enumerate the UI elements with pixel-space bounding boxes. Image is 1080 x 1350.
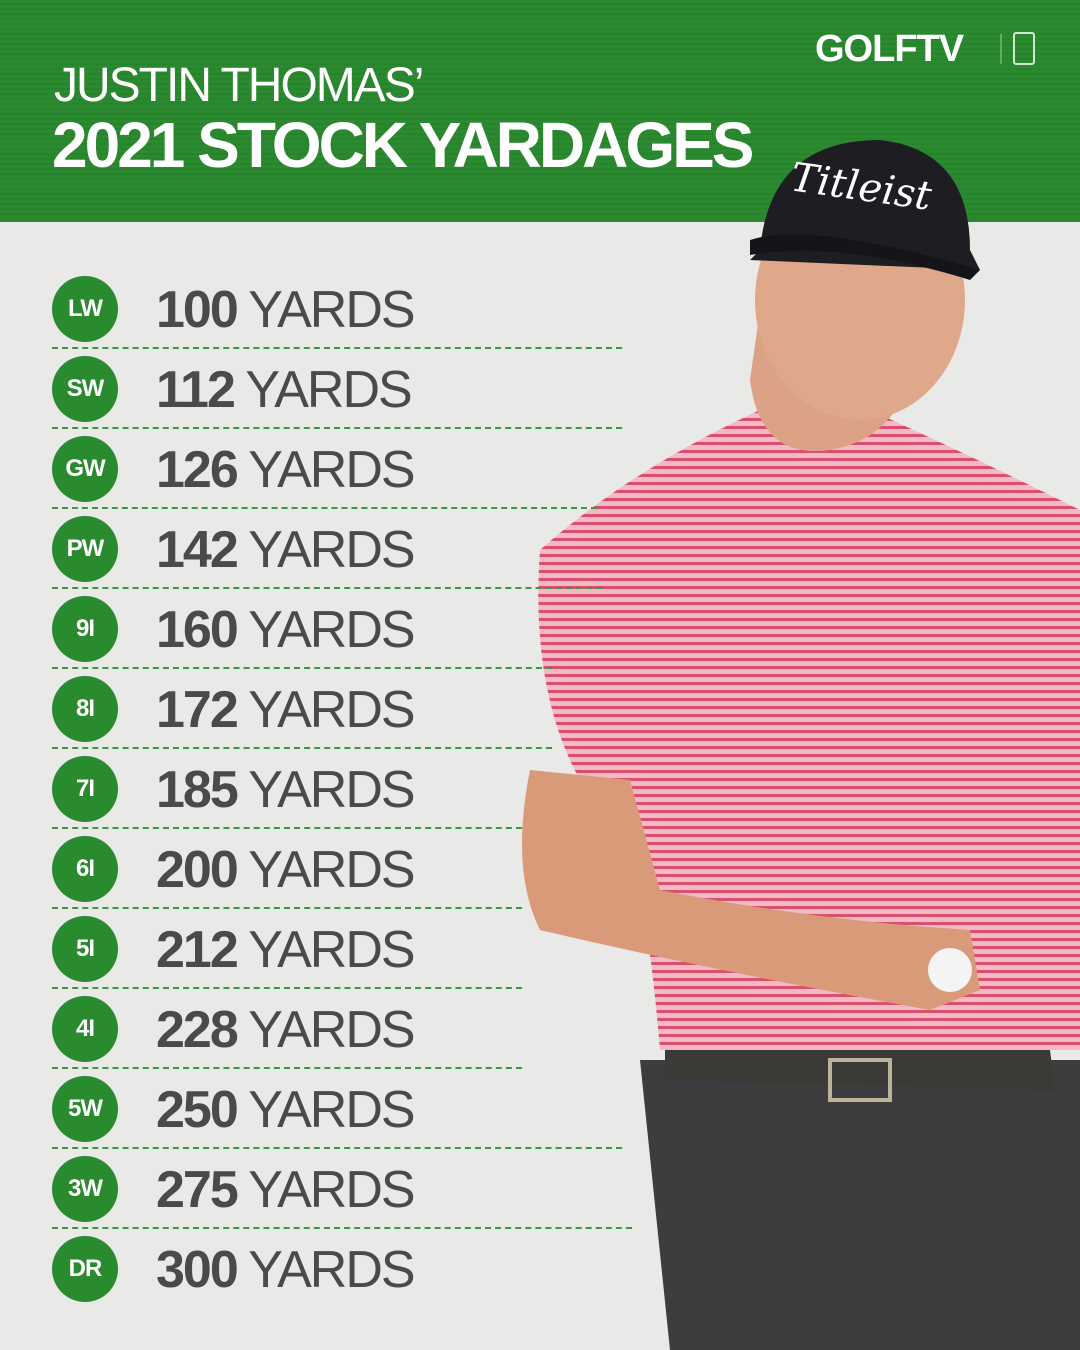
golftv-logo: GOLFTV [815,28,964,70]
row-divider [52,427,622,429]
yardage-unit: YARDS [248,521,415,579]
yardage-unit: YARDS [248,1081,415,1139]
yardage-row: 4I 228 YARDS [52,990,652,1070]
club-badge: 5I [52,916,118,982]
yardage-value: 275 [156,1161,239,1219]
row-divider [52,587,602,589]
yardage-unit: YARDS [245,361,412,419]
yardage-row: 3W 275 YARDS [52,1150,652,1230]
yardage-value: 112 [156,361,236,419]
yardage-text: 172 YARDS [156,680,416,740]
club-badge: LW [52,276,118,342]
club-badge: 5W [52,1076,118,1142]
yardage-value: 300 [156,1241,239,1299]
yardage-value: 185 [156,761,239,819]
title-line1: JUSTIN THOMAS’ [54,59,424,112]
yardage-value: 100 [156,281,239,339]
yardage-value: 160 [156,601,239,659]
yardage-value: 250 [156,1081,239,1139]
yardage-value: 126 [156,441,239,499]
row-divider [52,907,522,909]
yardage-text: 160 YARDS [156,600,416,660]
yardage-unit: YARDS [248,841,415,899]
yardage-unit: YARDS [248,281,415,339]
row-divider [52,1227,632,1229]
row-divider [52,827,522,829]
yardage-text: 142 YARDS [156,520,416,580]
yardage-value: 172 [156,681,239,739]
yardage-row: 9I 160 YARDS [52,590,652,670]
club-badge: SW [52,356,118,422]
club-badge: 4I [52,996,118,1062]
yardage-row: 7I 185 YARDS [52,750,652,830]
yardage-row: SW 112 YARDS [52,350,652,430]
row-divider [52,347,622,349]
yardage-row: 5W 250 YARDS [52,1070,652,1150]
club-badge: DR [52,1236,118,1302]
club-badge: 3W [52,1156,118,1222]
yardage-unit: YARDS [248,441,415,499]
pga-tour-logo-icon [1013,32,1035,65]
yardage-value: 228 [156,1001,239,1059]
yardage-unit: YARDS [248,1161,415,1219]
yardage-row: 8I 172 YARDS [52,670,652,750]
yardage-unit: YARDS [248,1241,415,1299]
yardage-unit: YARDS [248,921,415,979]
yardage-text: 212 YARDS [156,920,416,980]
yardage-text: 200 YARDS [156,840,416,900]
club-badge: PW [52,516,118,582]
yardage-value: 142 [156,521,239,579]
yardage-text: 185 YARDS [156,760,416,820]
yardage-row: 5I 212 YARDS [52,910,652,990]
yardage-unit: YARDS [248,761,415,819]
club-badge: GW [52,436,118,502]
yardage-row: LW 100 YARDS [52,270,652,350]
yardage-unit: YARDS [248,1001,415,1059]
yardage-value: 200 [156,841,239,899]
yardage-text: 126 YARDS [156,440,416,500]
row-divider [52,1067,522,1069]
yardage-row: 6I 200 YARDS [52,830,652,910]
yardage-row: PW 142 YARDS [52,510,652,590]
player-photo: Titleist [510,130,1080,1350]
yardage-text: 300 YARDS [156,1240,416,1300]
yardage-text: 100 YARDS [156,280,416,340]
yardage-text: 228 YARDS [156,1000,416,1060]
yardage-unit: YARDS [248,681,415,739]
club-badge: 7I [52,756,118,822]
row-divider [52,667,552,669]
row-divider [52,1147,622,1149]
row-divider [52,747,552,749]
yardage-row: DR 300 YARDS [52,1230,652,1310]
yardage-unit: YARDS [248,601,415,659]
header-banner: JUSTIN THOMAS’ 2021 STOCK YARDAGES GOLFT… [0,0,1080,222]
club-badge: 6I [52,836,118,902]
club-badge: 9I [52,596,118,662]
row-divider [52,987,522,989]
yardage-text: 112 YARDS [156,360,413,420]
yardage-text: 275 YARDS [156,1160,416,1220]
yardage-value: 212 [156,921,239,979]
row-divider [52,507,597,509]
club-badge: 8I [52,676,118,742]
title-line2: 2021 STOCK YARDAGES [52,109,754,181]
yardage-text: 250 YARDS [156,1080,416,1140]
yardage-row: GW 126 YARDS [52,430,652,510]
logo-divider [1000,34,1002,64]
